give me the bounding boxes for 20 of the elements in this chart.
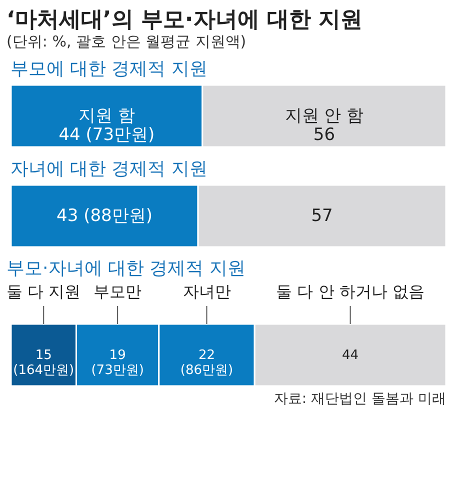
chart-title: ‘마처세대’의 부모·자녀에 대한 지원 xyxy=(6,7,363,32)
series-label: 둘 다 지원 xyxy=(6,282,81,301)
x-axis-title: 부모에 대한 경제적 지원 xyxy=(10,58,208,80)
text: 자료: 재단법인 돌봄과 미래 xyxy=(274,391,446,407)
x-axis-title: 부모·자녀에 대한 경제적 지원 xyxy=(6,258,246,279)
data-label: 43 (88만원) xyxy=(56,206,152,226)
data-label: 22 (86만원) xyxy=(180,348,234,378)
data-label: 19 (73만원) xyxy=(91,348,144,378)
data-label: 56 xyxy=(313,125,336,145)
data-label: 15 (164만원) xyxy=(13,348,74,378)
data-label: 44 (73만원) xyxy=(58,125,155,145)
x-axis-title: 자녀에 대한 경제적 지원 xyxy=(10,158,208,180)
series-label: 자녀만 xyxy=(182,282,231,301)
series-label: 지원 함 xyxy=(78,106,135,126)
chart-subtitle: (단위: %, 괄호 안은 월평균 지원액) xyxy=(6,32,246,50)
series-label: 지원 안 함 xyxy=(284,106,364,126)
series-label: 부모만 xyxy=(94,282,142,301)
data-label: 57 xyxy=(311,206,333,226)
data-label: 44 xyxy=(342,348,359,363)
series-label: 둘 다 안 하거나 없음 xyxy=(276,282,424,301)
